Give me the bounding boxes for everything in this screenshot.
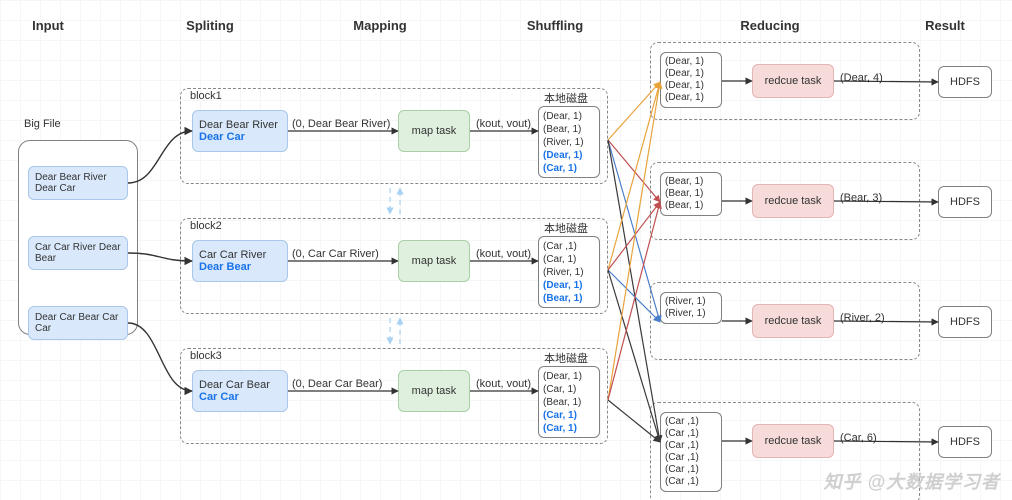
watermark: 知乎 @大数据学习者	[823, 468, 1000, 494]
arrow-layer	[0, 0, 1012, 500]
